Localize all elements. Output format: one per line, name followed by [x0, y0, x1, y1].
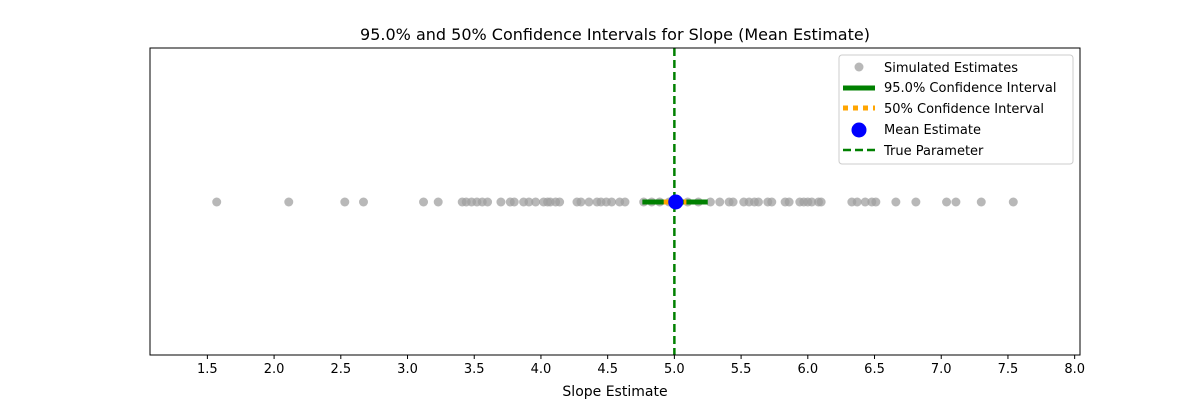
legend-mean-estimate-marker — [851, 122, 867, 138]
plot-frame — [149, 47, 1081, 356]
simulated-estimate-point — [715, 197, 725, 207]
chart-title: 95.0% and 50% Confidence Intervals for S… — [360, 25, 870, 44]
simulated-estimate-point — [753, 197, 763, 207]
legend-ci50-label: 50% Confidence Interval — [884, 102, 1044, 117]
simulated-estimate-point — [509, 197, 519, 207]
simulated-estimate-point — [212, 197, 222, 207]
simulated-estimate-point — [911, 197, 921, 207]
x-tick-label: 2.0 — [264, 362, 285, 377]
x-tick-label: 7.0 — [931, 362, 952, 377]
simulated-estimate-point — [816, 197, 826, 207]
simulated-estimate-point — [976, 197, 986, 207]
x-tick-label: 5.5 — [731, 362, 752, 377]
legend-true-parameter-label: True Parameter — [883, 144, 984, 159]
x-axis-ticks: 1.5 2.0 2.5 3.0 3.5 4.0 4.5 5.0 5.5 6.0 6.5 7.0 7.5 8… — [197, 355, 1085, 377]
x-tick-label: 2.5 — [330, 362, 351, 377]
simulated-estimate-point — [860, 197, 870, 207]
simulated-estimate-point — [951, 197, 961, 207]
simulated-estimate-point — [620, 197, 630, 207]
x-tick-label: 6.5 — [864, 362, 885, 377]
simulated-estimate-point — [340, 197, 350, 207]
simulated-estimate-point — [555, 197, 565, 207]
simulated-estimate-point — [784, 197, 794, 207]
simulated-estimate-point — [728, 197, 738, 207]
legend-simulated-estimates-label: Simulated Estimates — [884, 61, 1018, 76]
simulated-estimate-point — [871, 197, 881, 207]
x-tick-label: 4.5 — [597, 362, 618, 377]
x-tick-label: 4.0 — [531, 362, 552, 377]
simulated-estimate-point — [496, 197, 506, 207]
x-tick-label: 6.0 — [797, 362, 818, 377]
x-tick-label: 7.5 — [998, 362, 1019, 377]
x-tick-label: 8.0 — [1064, 362, 1085, 377]
simulated-estimate-point — [1008, 197, 1018, 207]
simulated-estimate-point — [284, 197, 294, 207]
x-tick-label: 3.0 — [397, 362, 418, 377]
simulated-estimate-point — [576, 197, 586, 207]
simulated-estimate-point — [852, 197, 862, 207]
simulated-estimate-point — [807, 197, 817, 207]
simulated-estimate-point — [419, 197, 429, 207]
simulated-estimate-point — [767, 197, 777, 207]
simulated-estimate-point — [483, 197, 493, 207]
legend: Simulated Estimates 95.0% Confidence Int… — [838, 54, 1074, 165]
x-tick-label: 5.0 — [664, 362, 685, 377]
legend-simulated-estimates-marker — [854, 62, 864, 72]
simulated-estimate-point — [891, 197, 901, 207]
chart-marks — [212, 48, 1018, 355]
legend-box — [838, 54, 1074, 165]
simulated-estimate-point — [607, 197, 617, 207]
legend-ci95-label: 95.0% Confidence Interval — [884, 81, 1056, 96]
simulated-estimate-point — [705, 197, 715, 207]
x-axis-label: Slope Estimate — [562, 384, 667, 400]
mean-estimate-point — [668, 194, 684, 210]
simulated-estimate-point — [531, 197, 541, 207]
legend-mean-estimate-label: Mean Estimate — [884, 123, 981, 138]
simulated-estimate-point — [358, 197, 368, 207]
simulated-estimate-point — [524, 197, 534, 207]
simulated-estimate-point — [942, 197, 952, 207]
x-tick-label: 1.5 — [197, 362, 218, 377]
simulated-estimate-point — [433, 197, 443, 207]
simulated-estimate-point — [584, 197, 594, 207]
x-tick-label: 3.5 — [464, 362, 485, 377]
